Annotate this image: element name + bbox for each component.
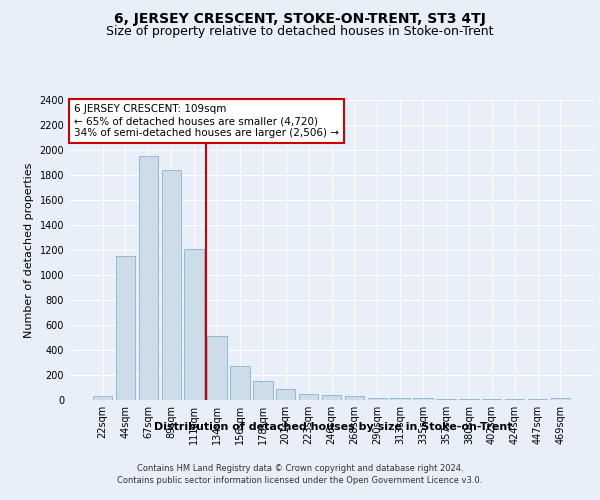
Bar xyxy=(253,380,272,400)
Text: 6 JERSEY CRESCENT: 109sqm
← 65% of detached houses are smaller (4,720)
34% of se: 6 JERSEY CRESCENT: 109sqm ← 65% of detac… xyxy=(74,104,339,138)
Bar xyxy=(482,399,502,400)
Text: Size of property relative to detached houses in Stoke-on-Trent: Size of property relative to detached ho… xyxy=(106,25,494,38)
Bar xyxy=(436,398,455,400)
Bar xyxy=(344,396,364,400)
Bar xyxy=(322,395,341,400)
Bar xyxy=(230,366,250,400)
Text: Distribution of detached houses by size in Stoke-on-Trent: Distribution of detached houses by size … xyxy=(154,422,512,432)
Bar xyxy=(299,394,319,400)
Bar xyxy=(368,398,387,400)
Bar xyxy=(116,256,135,400)
Bar xyxy=(161,170,181,400)
Bar xyxy=(459,399,479,400)
Bar xyxy=(184,248,204,400)
Bar xyxy=(93,396,112,400)
Bar xyxy=(139,156,158,400)
Bar xyxy=(551,398,570,400)
Text: 6, JERSEY CRESCENT, STOKE-ON-TRENT, ST3 4TJ: 6, JERSEY CRESCENT, STOKE-ON-TRENT, ST3 … xyxy=(114,12,486,26)
Bar xyxy=(505,399,524,400)
Bar xyxy=(208,336,227,400)
Bar xyxy=(276,389,295,400)
Bar xyxy=(413,398,433,400)
Y-axis label: Number of detached properties: Number of detached properties xyxy=(24,162,34,338)
Text: Contains public sector information licensed under the Open Government Licence v3: Contains public sector information licen… xyxy=(118,476,482,485)
Text: Contains HM Land Registry data © Crown copyright and database right 2024.: Contains HM Land Registry data © Crown c… xyxy=(137,464,463,473)
Bar xyxy=(391,398,410,400)
